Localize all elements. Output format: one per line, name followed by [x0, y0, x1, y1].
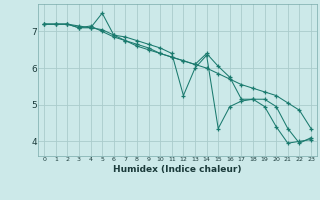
X-axis label: Humidex (Indice chaleur): Humidex (Indice chaleur) — [113, 165, 242, 174]
